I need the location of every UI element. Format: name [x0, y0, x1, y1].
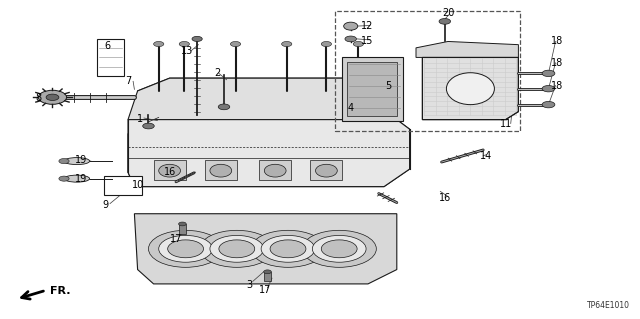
Ellipse shape	[447, 73, 495, 105]
Text: 17: 17	[170, 234, 182, 244]
Circle shape	[312, 235, 366, 262]
Text: FR.: FR.	[50, 286, 70, 296]
Polygon shape	[134, 214, 397, 284]
Bar	[104, 176, 142, 195]
Circle shape	[261, 235, 315, 262]
Circle shape	[302, 230, 376, 267]
Ellipse shape	[64, 158, 90, 165]
Bar	[335, 11, 520, 131]
Bar	[259, 160, 291, 180]
Circle shape	[46, 94, 59, 100]
Circle shape	[321, 41, 332, 47]
Ellipse shape	[316, 164, 337, 177]
Text: 20: 20	[442, 8, 454, 19]
Circle shape	[192, 36, 202, 41]
Circle shape	[159, 235, 212, 262]
Circle shape	[345, 36, 356, 42]
Text: 14: 14	[480, 151, 493, 161]
Circle shape	[200, 230, 274, 267]
Text: TP64E1010: TP64E1010	[588, 301, 630, 310]
Text: 19: 19	[75, 155, 88, 165]
Circle shape	[282, 41, 292, 47]
Text: 17: 17	[259, 285, 272, 295]
Text: 1: 1	[136, 114, 143, 124]
Text: 10: 10	[131, 180, 144, 190]
Text: 18: 18	[550, 81, 563, 91]
Circle shape	[38, 90, 67, 104]
Circle shape	[143, 123, 154, 129]
Text: 9: 9	[102, 200, 109, 210]
Circle shape	[353, 41, 364, 47]
Ellipse shape	[264, 164, 286, 177]
Circle shape	[251, 230, 325, 267]
Circle shape	[59, 159, 69, 164]
Circle shape	[542, 85, 555, 92]
Bar	[154, 160, 186, 180]
Circle shape	[179, 222, 186, 226]
Text: 8: 8	[35, 93, 42, 103]
Circle shape	[219, 240, 255, 258]
Polygon shape	[422, 57, 518, 120]
Bar	[347, 62, 397, 116]
Circle shape	[210, 235, 264, 262]
Ellipse shape	[344, 22, 358, 30]
Circle shape	[542, 101, 555, 108]
Circle shape	[321, 240, 357, 258]
Circle shape	[168, 240, 204, 258]
Polygon shape	[128, 78, 410, 187]
Circle shape	[439, 19, 451, 24]
Text: 19: 19	[75, 174, 88, 184]
Ellipse shape	[64, 175, 90, 182]
Circle shape	[179, 41, 189, 47]
Text: 3: 3	[246, 279, 253, 290]
Text: 18: 18	[550, 36, 563, 47]
Polygon shape	[416, 41, 518, 57]
Circle shape	[230, 41, 241, 47]
Circle shape	[264, 270, 271, 274]
Circle shape	[542, 70, 555, 77]
Polygon shape	[128, 78, 397, 120]
Circle shape	[154, 41, 164, 47]
Text: 6: 6	[104, 41, 111, 51]
Text: 4: 4	[348, 103, 354, 114]
Text: 11: 11	[499, 119, 512, 130]
Text: 15: 15	[360, 36, 373, 46]
Ellipse shape	[159, 164, 180, 177]
Text: 16: 16	[163, 167, 176, 177]
Polygon shape	[342, 57, 403, 121]
Bar	[179, 224, 186, 234]
Text: 7: 7	[125, 76, 131, 86]
Ellipse shape	[210, 164, 232, 177]
Text: 2: 2	[214, 68, 221, 78]
Bar	[97, 39, 124, 76]
Text: 5: 5	[385, 81, 392, 91]
Polygon shape	[128, 120, 410, 187]
Circle shape	[218, 104, 230, 110]
Circle shape	[59, 176, 69, 181]
Bar	[205, 160, 237, 180]
Bar	[264, 272, 271, 281]
Bar	[310, 160, 342, 180]
Circle shape	[148, 230, 223, 267]
Circle shape	[270, 240, 306, 258]
Text: 12: 12	[360, 20, 373, 31]
Text: 18: 18	[550, 58, 563, 68]
Text: 16: 16	[438, 193, 451, 203]
Text: 13: 13	[181, 46, 194, 56]
